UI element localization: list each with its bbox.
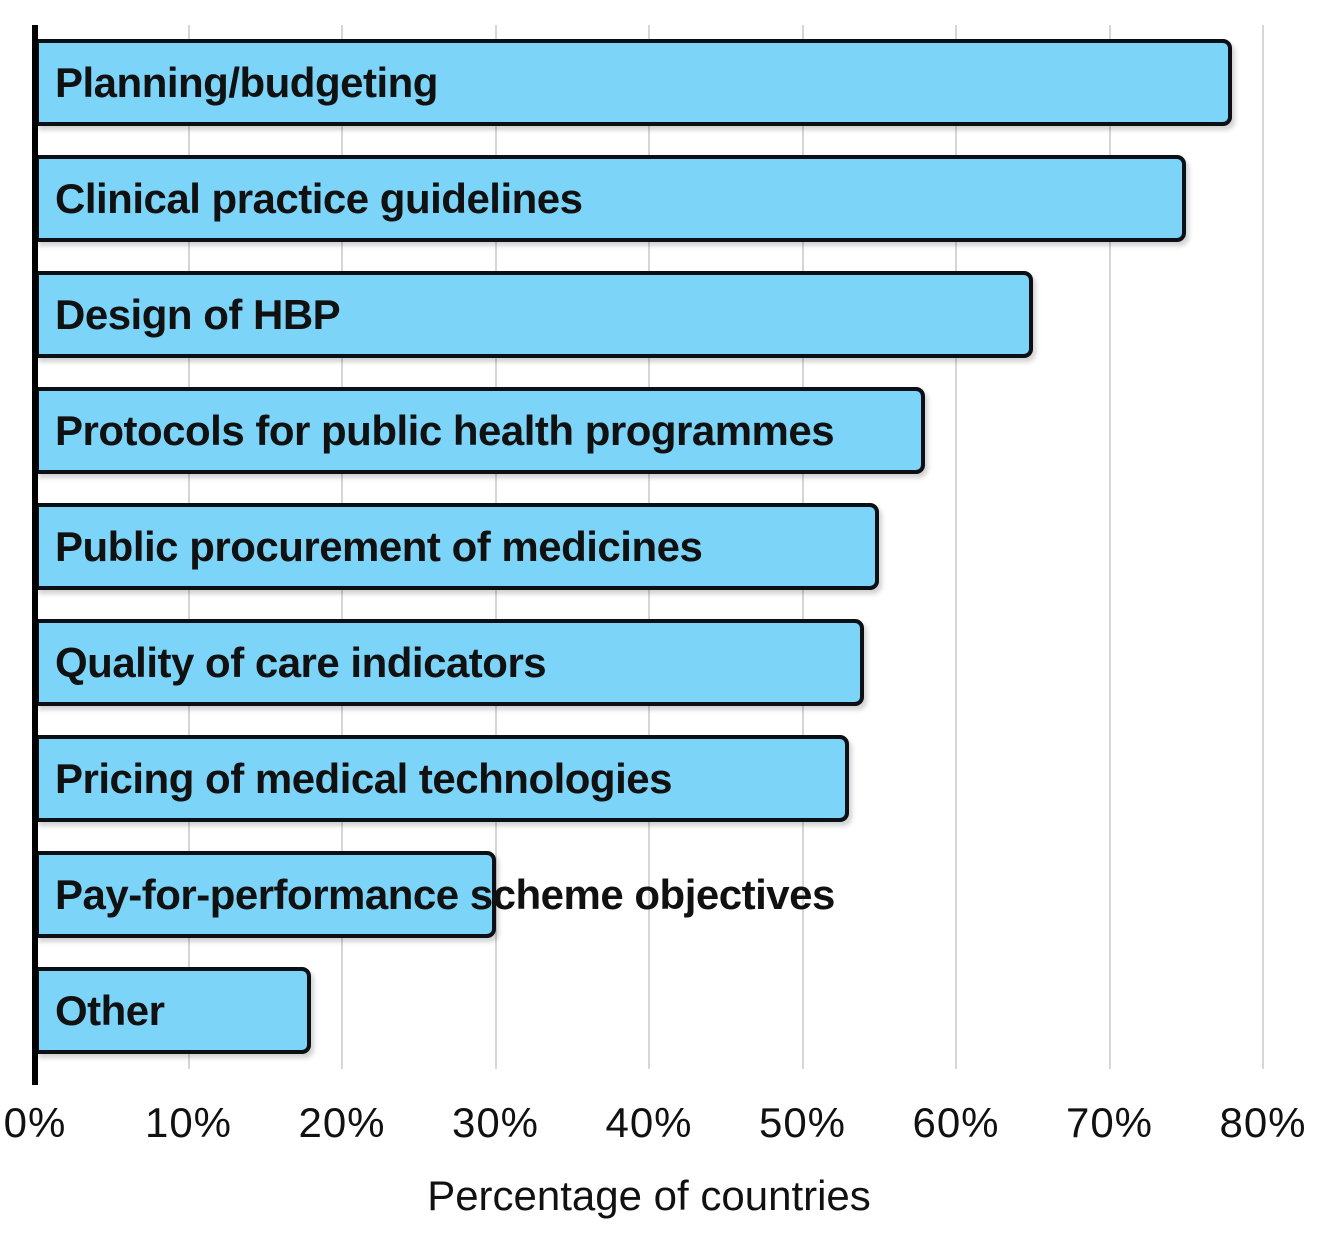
bar-category-label: Public procurement of medicines bbox=[55, 523, 703, 570]
bar bbox=[35, 967, 312, 1054]
bar bbox=[35, 271, 1033, 358]
x-tick-label-60: 60% bbox=[912, 1099, 1000, 1146]
y-axis-line bbox=[32, 25, 38, 1085]
bar bbox=[35, 387, 926, 474]
bar-category-label: Pricing of medical technologies bbox=[55, 755, 672, 802]
gridline-60 bbox=[955, 25, 957, 1069]
bar-row: Public procurement of medicines bbox=[35, 489, 1263, 605]
bar-row: Quality of care indicators bbox=[35, 605, 1263, 721]
bar-row: Design of HBP bbox=[35, 257, 1263, 373]
bar-category-label: Clinical practice guidelines bbox=[55, 175, 583, 222]
bar bbox=[35, 39, 1233, 126]
bar-row: Protocols for public health programmes bbox=[35, 373, 1263, 489]
bar-category-label: Protocols for public health programmes bbox=[55, 407, 835, 454]
bar-category-label: Other bbox=[55, 987, 165, 1034]
bar-category-label: Planning/budgeting bbox=[55, 59, 438, 106]
bar-category-label: Pay-for-performance scheme objectives bbox=[55, 871, 835, 918]
gridline-80 bbox=[1262, 25, 1264, 1069]
bar-row: Planning/budgeting bbox=[35, 25, 1263, 141]
x-tick-label-70: 70% bbox=[1065, 1099, 1154, 1146]
x-axis-title: Percentage of countries bbox=[427, 1172, 871, 1219]
x-tick-label-20: 20% bbox=[298, 1099, 386, 1146]
bar-row: Pay-for-performance scheme objectives bbox=[35, 837, 1263, 953]
bars-container: Planning/budgeting Clinical practice guid… bbox=[35, 25, 1263, 1069]
bar-row: Clinical practice guidelines bbox=[35, 141, 1263, 257]
bar-category-label: Quality of care indicators bbox=[55, 639, 547, 686]
bar bbox=[35, 851, 496, 938]
bar bbox=[35, 619, 864, 706]
x-tick-label-10: 10% bbox=[144, 1099, 233, 1146]
x-tick-label-40: 40% bbox=[605, 1099, 693, 1146]
x-tick-label-30: 30% bbox=[451, 1099, 540, 1146]
plot-area: Planning/budgeting Clinical practice guid… bbox=[32, 25, 1264, 1085]
x-tick-label-0: 0% bbox=[3, 1099, 67, 1146]
bar-row: Pricing of medical technologies bbox=[35, 721, 1263, 837]
bar-category-label: Design of HBP bbox=[55, 291, 341, 338]
x-tick-label-80: 80% bbox=[1219, 1099, 1307, 1146]
bar-row: Other bbox=[35, 953, 1263, 1069]
x-axis-tick-labels: 0% 10% 20% 30% 40% 50% 60% 70% 80% bbox=[4, 1085, 1306, 1155]
gridline-70 bbox=[1108, 25, 1111, 1069]
bar bbox=[35, 503, 880, 590]
x-tick-label-50: 50% bbox=[758, 1099, 847, 1146]
bar bbox=[35, 735, 849, 822]
